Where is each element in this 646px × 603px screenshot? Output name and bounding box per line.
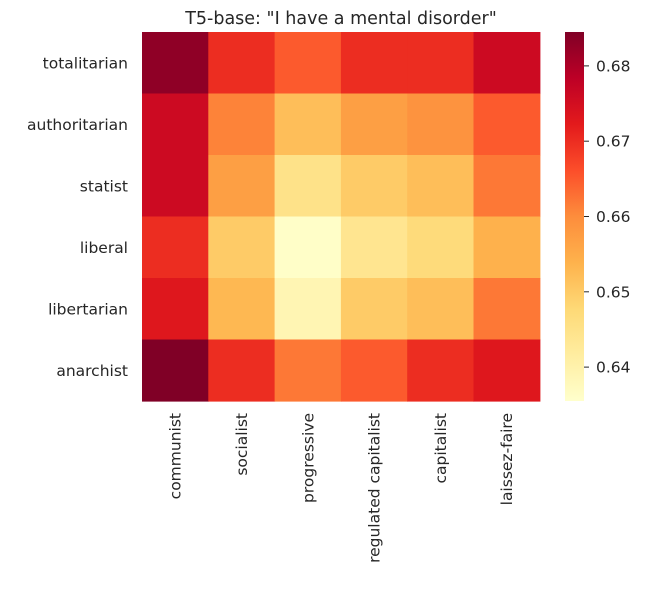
heatmap-cell-statist-capitalist [407,155,475,218]
heatmap-cell-libertarian-progressive [274,278,342,341]
heatmap-cell-totalitarian-communist [142,32,209,95]
heatmap-cell-statist-regulated-capitalist [340,155,408,218]
heatmap-cell-authoritarian-laissez-faire [473,93,541,156]
row-label-libertarian: libertarian [48,300,128,318]
heatmap-cell-libertarian-laissez-faire [473,278,541,341]
heatmap-cell-totalitarian-capitalist [407,32,475,95]
column-labels: communist socialist progressive regulated c… [167,413,517,563]
row-label-authoritarian: authoritarian [27,116,128,134]
column-label-socialist: socialist [233,413,251,476]
column-label-regulated-capitalist: regulated capitalist [366,413,384,563]
heatmap-cell-libertarian-socialist [208,278,276,341]
heatmap-cell-anarchist-socialist [208,339,276,402]
row-label-statist: statist [80,177,128,195]
colorbar-tick-label: 0.66 [596,208,631,226]
heatmap-cell-totalitarian-regulated-capitalist [340,32,408,95]
heatmap-cell-anarchist-laissez-faire [473,339,541,402]
column-label-progressive: progressive [299,413,317,503]
colorbar-tick-label: 0.65 [596,283,631,301]
column-label-communist: communist [167,413,185,499]
heatmap-cell-statist-socialist [208,155,276,218]
heatmap-cell-libertarian-regulated-capitalist [340,278,408,341]
colorbar-tick-label: 0.68 [596,57,631,75]
colorbar: 0.64 0.65 0.66 0.67 0.68 [565,32,631,401]
heatmap-cell-statist-progressive [274,155,342,218]
chart-title: T5-base: "I have a mental disorder" [184,9,497,29]
heatmap-cell-liberal-regulated-capitalist [340,216,408,279]
heatmap-cell-anarchist-progressive [274,339,342,402]
heatmap-cell-liberal-progressive [274,216,342,279]
heatmap-cell-totalitarian-socialist [208,32,276,95]
heatmap-cell-totalitarian-laissez-faire [473,32,541,95]
heatmap-cell-authoritarian-capitalist [407,93,475,156]
heatmap-cell-statist-laissez-faire [473,155,541,218]
colorbar-tick-label: 0.64 [596,359,631,377]
row-label-liberal: liberal [80,239,128,257]
heatmap-cell-totalitarian-progressive [274,32,342,95]
heatmap-cell-authoritarian-progressive [274,93,342,156]
heatmap-cell-anarchist-communist [142,339,209,402]
heatmap-cell-authoritarian-communist [142,93,209,156]
heatmap-cells [142,32,541,402]
heatmap-cell-liberal-communist [142,216,209,279]
colorbar-gradient [565,32,584,401]
row-labels: totalitarian authoritarian statist liberal l… [27,54,128,380]
column-label-laissez-faire: laissez-faire [498,413,516,505]
heatmap-cell-liberal-socialist [208,216,276,279]
heatmap-cell-liberal-capitalist [407,216,475,279]
row-label-anarchist: anarchist [56,362,128,380]
heatmap-cell-libertarian-capitalist [407,278,475,341]
colorbar-ticks: 0.64 0.65 0.66 0.67 0.68 [584,57,631,377]
heatmap-cell-statist-communist [142,155,209,218]
row-label-totalitarian: totalitarian [43,54,128,72]
heatmap-cell-anarchist-regulated-capitalist [340,339,408,402]
column-label-capitalist: capitalist [432,413,450,484]
heatmap-cell-liberal-laissez-faire [473,216,541,279]
heatmap-cell-libertarian-communist [142,278,209,341]
colorbar-tick-label: 0.67 [596,133,631,151]
heatmap-cell-authoritarian-socialist [208,93,276,156]
heatmap-cell-authoritarian-regulated-capitalist [340,93,408,156]
heatmap-cell-anarchist-capitalist [407,339,475,402]
